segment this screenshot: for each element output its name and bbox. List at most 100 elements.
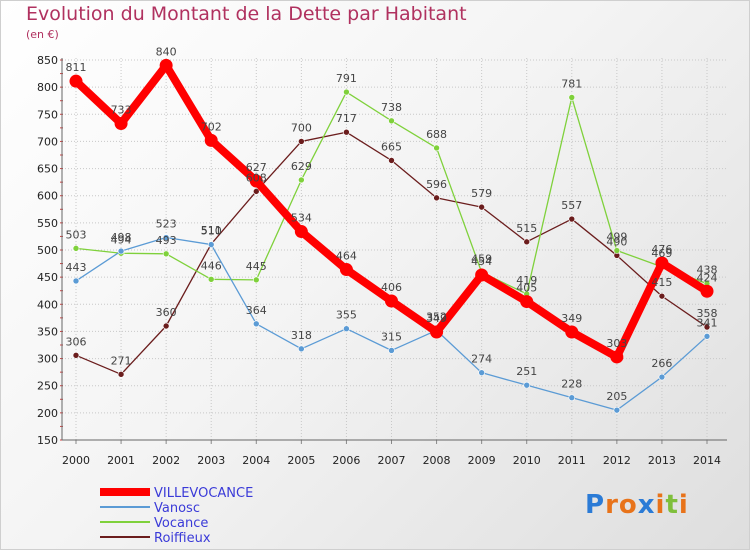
x-tick-2004: 2004 [242, 454, 270, 467]
logo-letter: t [665, 490, 679, 520]
data-label-vocance-2007: 738 [381, 101, 402, 114]
point-vanosc-2007 [388, 347, 395, 354]
y-tick-250: 250 [37, 380, 58, 393]
point-villevocance-2013 [655, 256, 669, 270]
data-label-roiffieux-2012: 490 [606, 235, 627, 248]
data-label-vanosc-2014: 341 [697, 316, 718, 329]
point-roiffieux-2013 [658, 292, 666, 300]
data-label-villevocance-2010: 405 [516, 282, 537, 295]
point-villevocance-2014 [700, 284, 714, 298]
data-label-roiffieux-2003: 511 [201, 224, 222, 237]
point-vanosc-2013 [658, 373, 666, 381]
x-tick-2001: 2001 [107, 454, 135, 467]
x-tick-2012: 2012 [603, 454, 631, 467]
point-vanosc-2011 [568, 394, 576, 401]
data-label-villevocance-2009: 454 [471, 255, 492, 268]
data-label-roiffieux-2010: 515 [516, 222, 537, 235]
point-roiffieux-2014 [703, 323, 711, 331]
data-label-vocance-2004: 445 [246, 260, 267, 273]
series-layer [69, 58, 714, 414]
proxiti-logo: Proxiti [585, 490, 689, 520]
data-label-villevocance-2003: 702 [201, 120, 222, 133]
data-label-villevocance-2005: 534 [291, 212, 312, 225]
point-roiffieux-2000 [72, 352, 80, 359]
x-tick-2013: 2013 [648, 454, 676, 467]
data-label-vanosc-2005: 318 [291, 329, 312, 342]
point-roiffieux-2002 [162, 322, 170, 330]
point-vocance-2000 [72, 245, 80, 252]
logo-letter: o [618, 490, 638, 520]
grid-layer [62, 58, 727, 441]
data-label-roiffieux-2013: 415 [651, 276, 672, 289]
y-tick-850: 850 [37, 54, 58, 67]
point-vanosc-2014 [703, 333, 711, 340]
data-label-villevocance-2008: 349 [426, 312, 447, 325]
point-roiffieux-2010 [523, 238, 531, 246]
x-tick-2011: 2011 [558, 454, 586, 467]
data-label-roiffieux-2009: 579 [471, 187, 492, 200]
x-tick-2007: 2007 [378, 454, 406, 467]
point-vocance-2011 [568, 94, 576, 101]
data-label-roiffieux-2006: 717 [336, 112, 357, 125]
chart-unit: (en €) [26, 28, 59, 41]
x-tick-2010: 2010 [513, 454, 541, 467]
data-label-roiffieux-2004: 608 [246, 171, 267, 184]
y-tick-600: 600 [37, 190, 58, 203]
data-label-villevocance-2006: 464 [336, 250, 357, 263]
legend-label-roiffieux: Roiffieux [154, 531, 211, 546]
y-tick-650: 650 [37, 163, 58, 176]
data-label-vanosc-2006: 355 [336, 309, 357, 322]
y-tick-700: 700 [37, 135, 58, 148]
point-vanosc-2000 [72, 277, 80, 285]
chart-title: Evolution du Montant de la Dette par Hab… [26, 3, 467, 25]
logo-letter: i [655, 490, 666, 520]
data-label-villevocance-2002: 840 [156, 45, 177, 58]
data-label-vanosc-2011: 228 [561, 378, 582, 391]
y-tick-150: 150 [37, 434, 58, 447]
x-tick-2009: 2009 [468, 454, 496, 467]
data-label-vanosc-2001: 498 [111, 231, 132, 244]
point-vocance-2002 [162, 250, 170, 258]
point-villevocance-2000 [69, 74, 83, 88]
y-tick-750: 750 [37, 108, 58, 121]
logo-letter: r [605, 490, 619, 520]
point-vanosc-2005 [298, 345, 305, 353]
data-label-villevocance-2011: 349 [561, 312, 582, 325]
point-villevocance-2012 [610, 350, 624, 364]
point-roiffieux-2005 [298, 138, 305, 145]
data-label-vocance-2009: 459 [471, 252, 492, 265]
point-villevocance-2005 [294, 225, 308, 239]
axis-layer: 150 200 250 300 350 400 450 500 550 600 650 700 750 8… [37, 54, 727, 467]
point-roiffieux-2007 [388, 157, 395, 164]
x-tick-2000: 2000 [62, 454, 90, 467]
data-label-roiffieux-2014: 358 [697, 307, 718, 320]
point-villevocance-2011 [565, 325, 579, 339]
data-label-villevocance-2013: 476 [651, 243, 672, 256]
data-label-vanosc-2004: 364 [246, 304, 267, 317]
point-vanosc-2012 [613, 406, 621, 414]
point-roiffieux-2004 [252, 188, 260, 195]
y-tick-450: 450 [37, 271, 58, 284]
data-label-vocance-2002: 493 [156, 234, 177, 247]
data-label-roiffieux-2011: 557 [561, 199, 582, 212]
data-label-vocance-2011: 781 [561, 77, 582, 90]
point-vanosc-2009 [478, 369, 485, 376]
data-label-villevocance-2014: 424 [697, 271, 718, 284]
data-label-layer: 811 733 840 702 627 534 464 406 349 454 405 349 303 4… [66, 45, 718, 403]
data-label-vocance-2012: 499 [606, 231, 627, 244]
point-vanosc-2002 [162, 234, 170, 241]
point-villevocance-2007 [385, 294, 398, 308]
y-tick-400: 400 [37, 298, 58, 311]
point-villevocance-2002 [159, 58, 173, 72]
data-label-vocance-2010: 419 [516, 274, 537, 287]
point-vocance-2012 [613, 247, 621, 254]
point-vanosc-2003 [207, 241, 215, 248]
x-tick-2005: 2005 [287, 454, 315, 467]
point-roiffieux-2009 [478, 203, 485, 211]
data-label-vanosc-2012: 205 [606, 390, 627, 403]
point-villevocance-2001 [114, 117, 128, 131]
y-tick-200: 200 [37, 407, 58, 420]
point-vocance-2003 [207, 276, 215, 283]
